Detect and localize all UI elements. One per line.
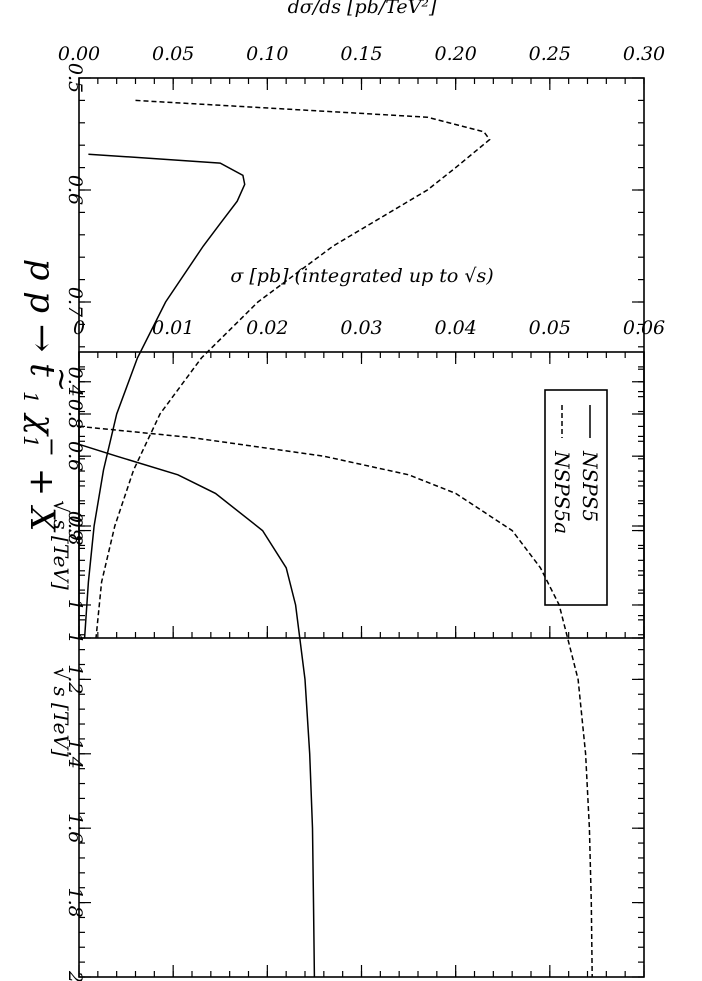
differential-ticks <box>78 77 645 639</box>
figure-title: p p → t~1 χ1− + X <box>19 259 79 533</box>
y-tick-label: 0.25 <box>529 43 571 65</box>
integrated-frame <box>78 351 645 978</box>
legend-box <box>544 389 608 606</box>
integrated-curves <box>78 425 593 978</box>
x-tick-label: 0.4 <box>64 367 86 397</box>
x-tick-label: 1.6 <box>64 813 86 843</box>
y-tick-label: 0.20 <box>435 43 477 65</box>
legend-label-nsps5a: NSPS5a <box>550 450 574 534</box>
x-tick-label: 1.4 <box>64 739 86 769</box>
differential-ylabel: dσ/ds [pb/TeV²] <box>288 0 437 18</box>
x-tick-label: 1.2 <box>64 664 86 694</box>
integrated-tick-labels: 0.4 0.6 0.8 1 1.2 1.4 1.6 1.8 2 0 0.01 0.02 0.03 0.04… <box>64 317 665 981</box>
series-line-nsps5a <box>78 425 593 978</box>
x-tick-label: 1.8 <box>64 887 86 917</box>
y-tick-label: 0.30 <box>623 43 665 65</box>
x-tick-label: 0.5 <box>64 63 86 93</box>
x-tick-label: 1 <box>64 599 86 611</box>
x-tick-label: 0.9 <box>64 511 86 541</box>
y-tick-label: 0.00 <box>58 43 100 65</box>
y-tick-label: 0.05 <box>152 43 194 65</box>
x-tick-label: 0.8 <box>64 515 86 545</box>
y-tick-label: 0.04 <box>435 317 477 339</box>
differential-panel: 0.50.60.70.80.910.00 0.05 0.10 0.15 0.20 0.25… <box>49 0 665 644</box>
integrated-ticks <box>78 352 645 978</box>
y-tick-label: 0.01 <box>152 317 194 339</box>
y-tick-label: 0.10 <box>246 43 288 65</box>
x-tick-label: 0.7 <box>64 287 86 318</box>
x-tick-label: 0.6 <box>64 175 86 205</box>
y-tick-label: 0.05 <box>529 317 571 339</box>
y-tick-label: 0 <box>73 317 85 339</box>
integrated-panel: 0.4 0.6 0.8 1 1.2 1.4 1.6 1.8 2 0 0.01 0.02 0.03 0.04… <box>49 265 665 981</box>
legend-label-nsps5: NSPS5 <box>578 450 602 522</box>
y-tick-label: 0.15 <box>340 43 382 65</box>
differential-tick-labels: 0.50.60.70.80.910.00 0.05 0.10 0.15 0.20 0.25… <box>58 43 665 644</box>
y-tick-label: 0.03 <box>340 317 382 339</box>
series-line-nsps5a <box>95 99 491 639</box>
x-tick-label: 2 <box>64 970 86 981</box>
series-line-nsps5 <box>83 153 246 639</box>
x-tick-label: 0.8 <box>64 399 86 429</box>
differential-xlabel: √ s [TeV] <box>49 500 73 590</box>
integrated-xlabel: √ s [TeV] <box>49 667 73 757</box>
legend: NSPS5 NSPS5a <box>544 389 608 606</box>
integrated-ylabel: σ [pb] (integrated up to √s) <box>230 265 493 287</box>
y-tick-label: 0.06 <box>623 317 665 339</box>
x-tick-label: 0.6 <box>64 441 86 471</box>
x-tick-label: 1 <box>64 632 86 644</box>
differential-curves <box>83 99 491 639</box>
series-line-nsps5 <box>78 443 316 978</box>
y-tick-label: 0.02 <box>246 317 288 339</box>
